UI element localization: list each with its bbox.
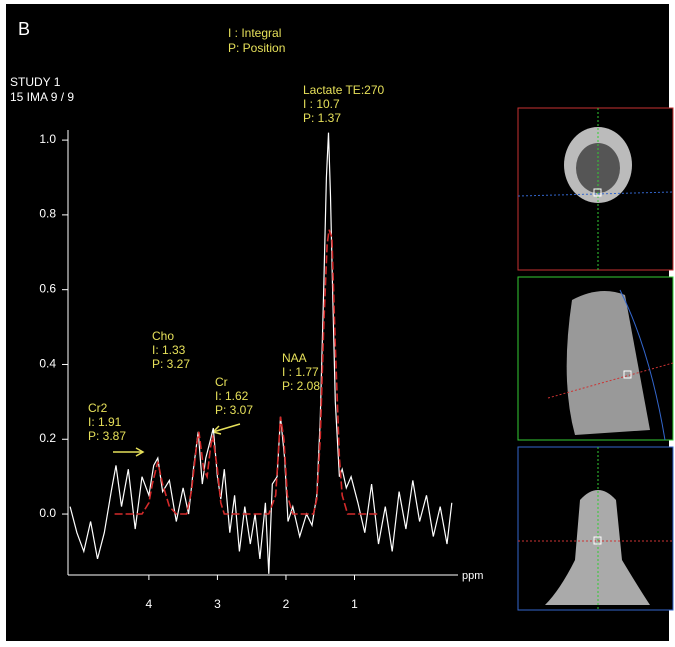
peak-annotation: I : 10.7 <box>303 97 340 111</box>
peak-annotation: Cho <box>152 329 174 343</box>
study-text: 15 IMA 9 / 9 <box>10 90 74 104</box>
x-tick-label: 4 <box>146 597 153 611</box>
peak-annotation: P: 3.87 <box>88 429 126 443</box>
peak-annotation: I: 1.33 <box>152 343 186 357</box>
peak-annotation: P: 1.37 <box>303 111 341 125</box>
legend-text: I : Integral <box>228 26 281 40</box>
mri-panel <box>518 447 673 610</box>
x-tick-label: 1 <box>351 597 358 611</box>
peak-annotation: I: 1.62 <box>215 389 249 403</box>
peak-annotation: P: 3.07 <box>215 403 253 417</box>
peak-annotation: I: 1.91 <box>88 415 122 429</box>
peak-annotation: P: 2.08 <box>282 379 320 393</box>
x-tick-label: 2 <box>283 597 290 611</box>
mri-panel <box>518 277 673 440</box>
peak-annotation: Cr2 <box>88 401 108 415</box>
y-tick-label: 0.8 <box>39 207 56 221</box>
study-text: STUDY 1 <box>10 75 61 89</box>
x-axis-label: ppm <box>462 570 483 582</box>
y-tick-label: 0.4 <box>39 356 56 370</box>
mri-panel <box>518 108 673 270</box>
peak-annotation: Lactate TE:270 <box>303 83 384 97</box>
x-tick-label: 3 <box>214 597 221 611</box>
y-tick-label: 0.2 <box>39 431 56 445</box>
legend-text: P: Position <box>228 41 285 55</box>
panel-label: B <box>18 19 30 39</box>
y-tick-label: 0.0 <box>39 506 56 520</box>
page: {"panel_label": "B", "legend": ["I : Int… <box>0 0 675 647</box>
peak-annotation: I : 1.77 <box>282 365 319 379</box>
peak-annotation: Cr <box>215 375 228 389</box>
figure: B I : Integral P: Position STUDY 1 15 IM… <box>0 0 675 647</box>
y-tick-label: 0.6 <box>39 281 56 295</box>
peak-annotation: NAA <box>282 351 307 365</box>
y-tick-label: 1.0 <box>39 132 56 146</box>
peak-annotation: P: 3.27 <box>152 357 190 371</box>
